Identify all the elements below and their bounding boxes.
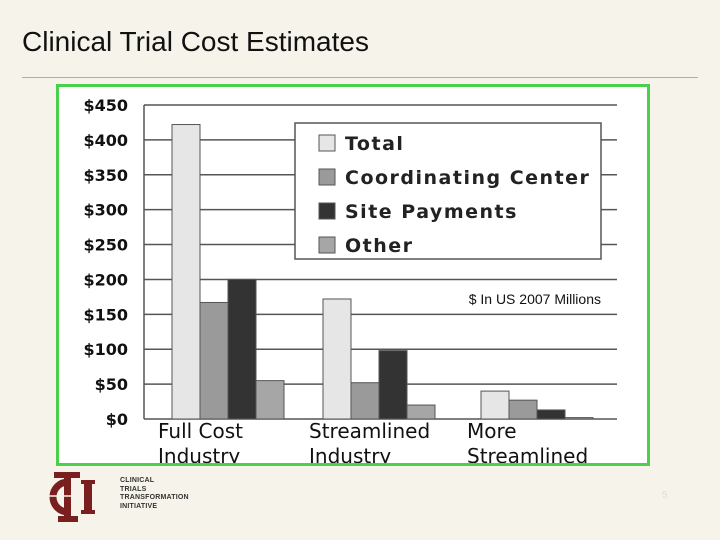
- legend-swatch: [318, 134, 336, 152]
- title-divider: [22, 77, 698, 78]
- y-tick-label: $150: [83, 305, 128, 324]
- legend-label: Site Payments: [345, 201, 518, 223]
- bar-chart: $0 $50 $100 $150 $200 $250 $300 $350 $400 $450 Ful…: [83, 96, 617, 463]
- bar: [406, 404, 436, 420]
- slide-title: Clinical Trial Cost Estimates: [22, 26, 369, 57]
- legend-swatch: [318, 202, 336, 220]
- x-category-label: Industry: [158, 444, 240, 463]
- legend-swatch: [318, 168, 336, 186]
- logo-line: CLINICAL: [120, 477, 155, 484]
- y-tick-label: $0: [106, 410, 128, 429]
- x-category-label: Industry: [309, 444, 391, 463]
- bar: [378, 350, 408, 420]
- legend-box: [294, 122, 602, 260]
- y-tick-label: $200: [83, 270, 128, 289]
- annotation-label: $ In US 2007 Millions: [469, 291, 601, 307]
- chart-frame: $0 $50 $100 $150 $200 $250 $300 $350 $400 $450 Ful…: [56, 84, 650, 466]
- y-tick-label: $50: [95, 375, 128, 394]
- bar: [350, 382, 380, 420]
- x-category-label: More: [467, 419, 517, 443]
- y-tick-label: $350: [83, 166, 128, 185]
- annotation-box: [409, 285, 605, 311]
- x-category-label: Streamlined: [467, 444, 588, 463]
- legend-label: Other: [345, 235, 414, 257]
- bar: [564, 417, 594, 420]
- x-category-label: Streamlined: [309, 419, 430, 443]
- logo-line: INITIATIVE: [120, 502, 158, 510]
- bar: [508, 399, 538, 420]
- logo-line: TRANSFORMATION: [120, 494, 189, 501]
- bar: [171, 124, 201, 420]
- y-tick-label: $450: [83, 96, 128, 115]
- bar: [199, 301, 229, 420]
- legend-label: Coordinating Center: [345, 167, 590, 189]
- bar: [322, 298, 352, 420]
- legend-label: Total: [345, 133, 404, 155]
- x-category-label: Full Cost: [158, 419, 243, 443]
- cti-logo-icon: [48, 472, 95, 522]
- bar: [480, 390, 510, 420]
- y-tick-label: $300: [83, 201, 128, 220]
- y-tick-label: $250: [83, 236, 128, 255]
- y-tick-label: $400: [83, 131, 128, 150]
- logo-wordmark: CLINICAL TRIALS TRANSFORMATION INITIATIV…: [120, 477, 189, 511]
- page-number: 5: [662, 490, 668, 501]
- bar: [255, 380, 285, 420]
- logo-line: TRIALS: [120, 485, 147, 493]
- legend-swatch: [318, 236, 336, 254]
- bar: [536, 409, 566, 420]
- bar: [227, 278, 257, 420]
- y-tick-label: $100: [83, 340, 128, 359]
